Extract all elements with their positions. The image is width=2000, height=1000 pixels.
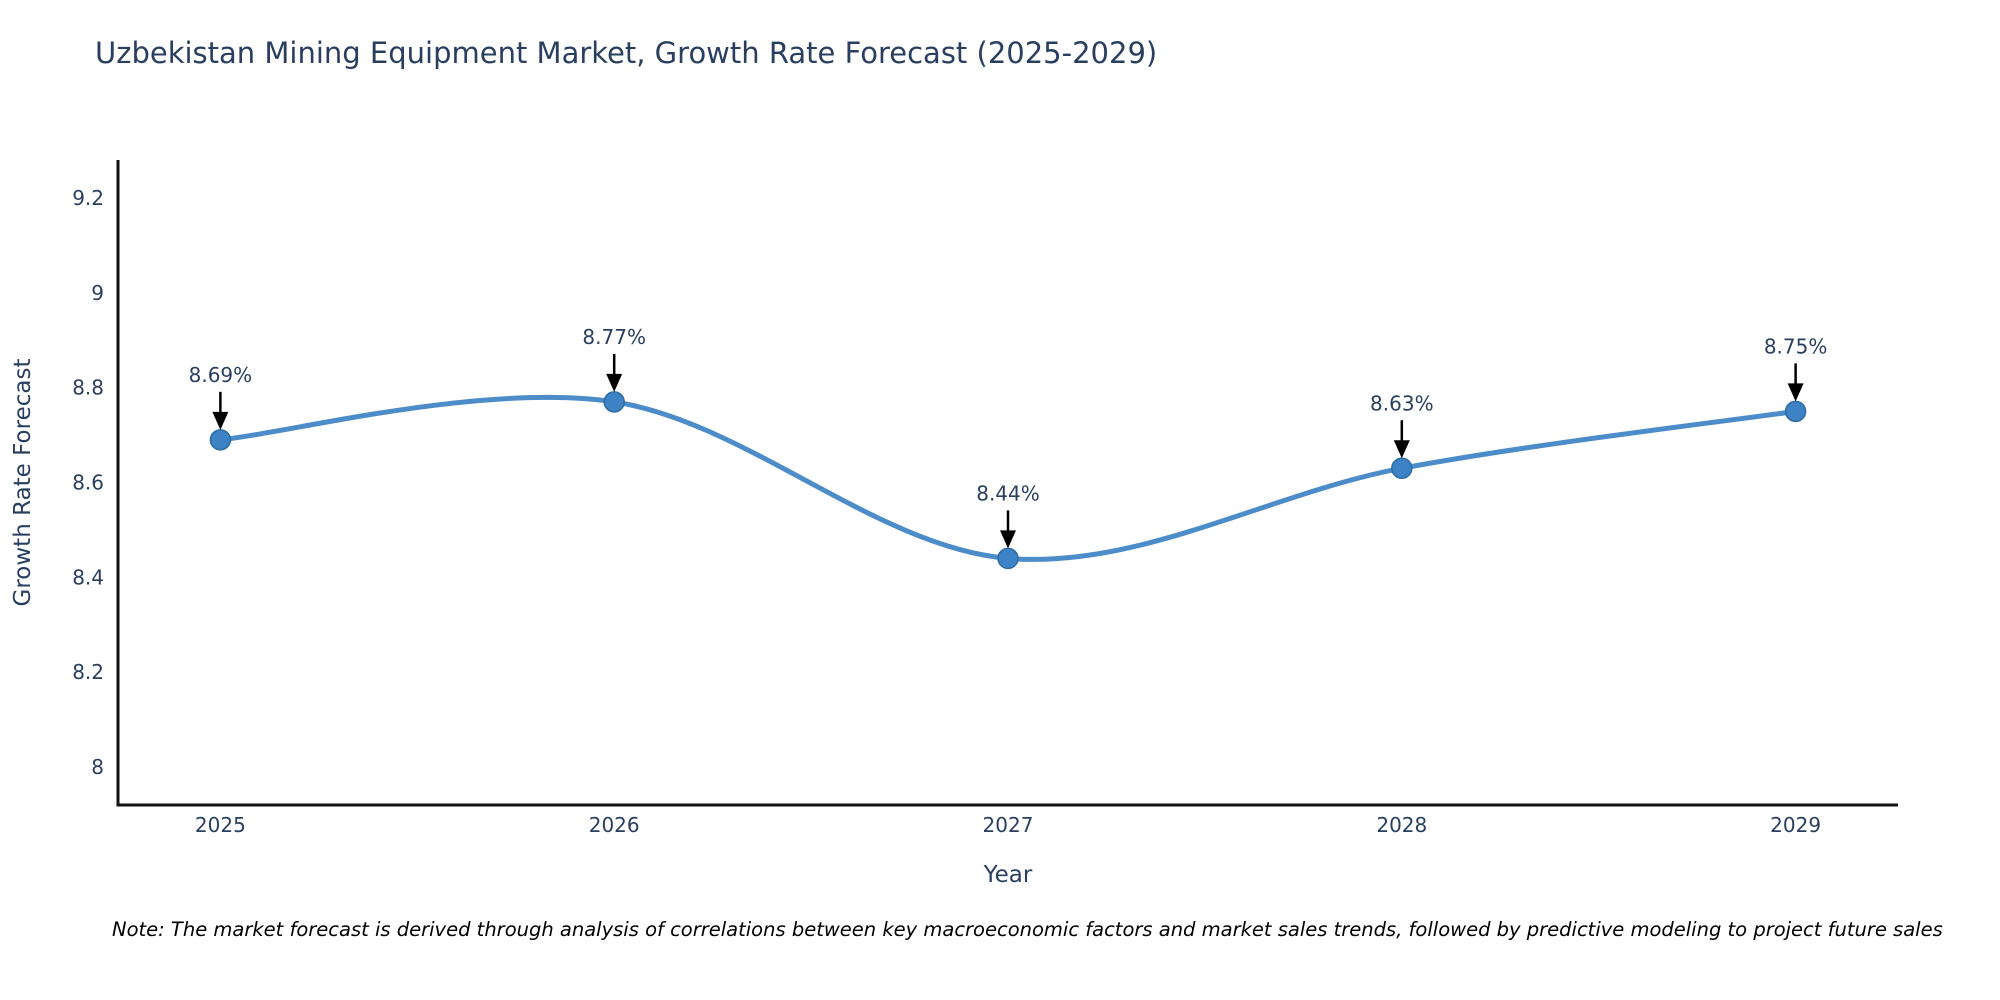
chart-title: Uzbekistan Mining Equipment Market, Grow… bbox=[95, 36, 1158, 70]
y-tick-label: 9.2 bbox=[72, 186, 104, 210]
x-tick-label: 2027 bbox=[983, 813, 1034, 837]
y-tick-label: 8.8 bbox=[72, 376, 104, 400]
y-axis-title: Growth Rate Forecast bbox=[10, 359, 36, 607]
y-tick-label: 8.2 bbox=[72, 660, 104, 684]
annotation-arrowhead bbox=[212, 411, 229, 430]
data-point-marker[interactable] bbox=[1391, 457, 1413, 480]
x-axis-title: Year bbox=[983, 862, 1033, 888]
point-value-label: 8.75% bbox=[1764, 334, 1828, 358]
y-tick-label: 8.4 bbox=[72, 565, 104, 589]
data-point-marker[interactable] bbox=[1784, 400, 1807, 423]
x-tick-label: 2029 bbox=[1770, 813, 1821, 837]
annotation-arrowhead bbox=[1393, 440, 1410, 459]
point-value-label: 8.44% bbox=[976, 481, 1040, 505]
axis-lines bbox=[116, 160, 1898, 807]
y-tick-label: 9 bbox=[91, 281, 104, 305]
point-value-label: 8.69% bbox=[189, 363, 253, 387]
data-point-marker[interactable] bbox=[997, 547, 1019, 570]
footnote-text: Note: The market forecast is derived thr… bbox=[112, 918, 1943, 941]
y-tick-label: 8 bbox=[91, 755, 104, 779]
data-point-marker[interactable] bbox=[603, 391, 625, 413]
annotation-arrowhead bbox=[1000, 530, 1016, 549]
annotation-arrowhead bbox=[606, 373, 623, 392]
data-point-marker[interactable] bbox=[209, 429, 232, 451]
x-tick-label: 2028 bbox=[1376, 813, 1427, 837]
x-tick-label: 2025 bbox=[195, 813, 246, 837]
annotation-arrowhead bbox=[1787, 383, 1804, 402]
point-value-label: 8.77% bbox=[582, 325, 646, 349]
y-tick-label: 8.6 bbox=[72, 471, 104, 495]
x-tick-label: 2026 bbox=[589, 813, 640, 837]
point-value-label: 8.63% bbox=[1370, 391, 1434, 415]
